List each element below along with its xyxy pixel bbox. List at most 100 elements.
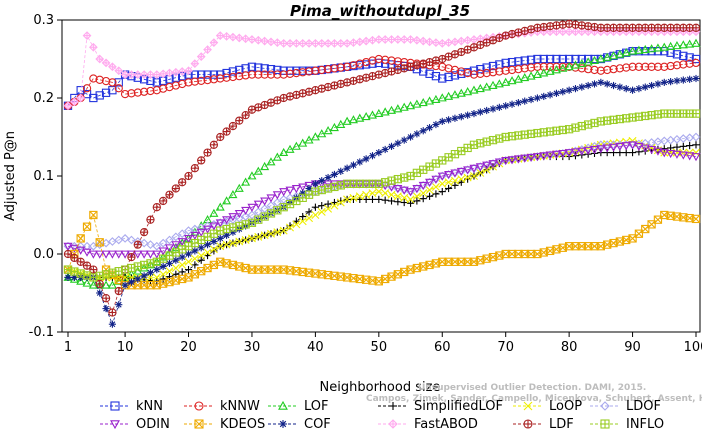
data-point-LDF: [342, 78, 352, 87]
legend-item-FastABOD: FastABOD: [378, 417, 478, 432]
data-point-SimplifiedLOF: [362, 195, 370, 203]
data-point-LOF: [247, 171, 257, 180]
data-point-kNNW: [641, 62, 650, 71]
data-point-FastABOD: [253, 35, 263, 45]
data-point-LOF: [406, 101, 416, 110]
data-point-LDOF: [253, 207, 263, 217]
data-point-SimplifiedLOF: [628, 149, 637, 157]
data-point-LOF: [342, 116, 352, 125]
data-point-kNNW: [349, 61, 358, 70]
data-point-ODIN: [266, 194, 276, 203]
data-point-LDOF: [108, 237, 117, 246]
data-point-SimplifiedLOF: [419, 195, 427, 203]
data-point-COF: [318, 177, 326, 185]
data-point-kNNW: [355, 59, 364, 68]
data-point-LOF: [513, 74, 523, 83]
data-point-kNNW: [247, 70, 257, 79]
data-point-ODIN: [177, 238, 187, 247]
data-point-COF: [381, 145, 389, 154]
data-point-LDF: [355, 75, 364, 84]
data-point-ODIN: [558, 149, 568, 159]
data-point-KDEOS: [95, 238, 104, 247]
data-point-kNNW: [628, 62, 637, 71]
data-point-ODIN: [431, 175, 441, 184]
data-point-LOF: [317, 129, 327, 138]
data-point-kNNW: [603, 65, 612, 75]
data-point-LoOP: [419, 189, 428, 198]
data-point-ODIN: [203, 225, 213, 234]
data-point-LoOP: [273, 228, 282, 237]
data-point-KDEOS: [76, 234, 85, 243]
data-point-FastABOD: [190, 59, 200, 69]
data-point-ODIN: [222, 216, 232, 225]
data-point-SimplifiedLOF: [432, 190, 440, 198]
data-point-LOF: [475, 83, 485, 93]
data-point-kNNW: [298, 68, 307, 77]
data-point-COF: [203, 241, 212, 249]
data-point-LOF: [374, 108, 384, 118]
data-point-COF: [349, 161, 358, 169]
data-point-kNNW: [228, 72, 238, 82]
data-point-ODIN: [494, 158, 504, 167]
data-point-kNNW: [285, 69, 295, 78]
data-point-LoOP: [228, 239, 237, 248]
data-point-COF: [153, 266, 161, 274]
legend-item-KDEOS: KDEOS: [184, 417, 265, 432]
data-point-LOF: [418, 97, 428, 107]
data-point-LOF: [634, 45, 644, 54]
legend-marker: [110, 420, 120, 430]
data-point-LDF: [133, 240, 142, 249]
legend-label: KDEOS: [220, 417, 265, 432]
data-point-ODIN: [139, 250, 149, 259]
data-point-COF: [616, 83, 624, 91]
data-point-COF: [330, 170, 339, 179]
data-point-INFLO: [476, 139, 485, 148]
data-point-COF: [521, 97, 529, 105]
data-point-FastABOD: [342, 39, 352, 48]
data-point-LoOP: [222, 240, 231, 249]
data-point-LDOF: [177, 229, 187, 239]
data-point-ODIN: [120, 250, 130, 259]
data-point-LOF: [399, 102, 409, 111]
data-point-LDF: [431, 56, 441, 65]
data-point-kNNW: [292, 68, 301, 78]
data-point-COF: [96, 289, 104, 297]
data-point-KDEOS: [691, 214, 701, 224]
data-point-LoOP: [247, 234, 256, 243]
data-point-LDF: [197, 156, 206, 165]
data-point-LDF: [146, 215, 155, 224]
data-point-kNNW: [203, 75, 212, 85]
data-point-kNNW: [615, 64, 625, 73]
legend-marker: [389, 402, 397, 410]
data-point-ODIN: [526, 153, 536, 163]
data-point-LDF: [95, 279, 104, 289]
data-point-SimplifiedLOF: [686, 141, 694, 150]
data-point-INFLO: [653, 110, 663, 119]
data-point-COF: [438, 117, 446, 125]
data-point-kNNW: [330, 64, 339, 73]
data-point-COF: [533, 94, 542, 102]
data-point-LoOP: [254, 232, 263, 241]
data-point-LoOP: [324, 204, 333, 213]
data-point-LDF: [381, 68, 390, 78]
x-tick-label: 50: [371, 340, 388, 355]
data-point-LOF: [437, 93, 447, 102]
legend-marker: [194, 401, 204, 411]
y-tick-label: -0.1: [29, 325, 54, 340]
data-point-ODIN: [596, 145, 606, 154]
legend-item-ODIN: ODIN: [100, 417, 170, 432]
watermark-line-1: Unsupervised Outlier Detection. DAMI, 20…: [418, 383, 646, 393]
data-point-kNNW: [545, 62, 555, 71]
data-point-LOF: [107, 280, 117, 289]
data-point-kNNW: [139, 87, 149, 96]
data-point-kNNW: [89, 74, 98, 83]
data-point-SimplifiedLOF: [425, 192, 434, 200]
data-point-ODIN: [158, 247, 168, 256]
data-point-LoOP: [336, 198, 345, 207]
data-point-COF: [686, 75, 694, 83]
data-point-COF: [457, 113, 465, 121]
data-point-COF: [159, 262, 167, 271]
data-point-kNN: [266, 64, 276, 74]
data-point-COF: [165, 259, 174, 267]
data-point-FastABOD: [431, 38, 441, 47]
